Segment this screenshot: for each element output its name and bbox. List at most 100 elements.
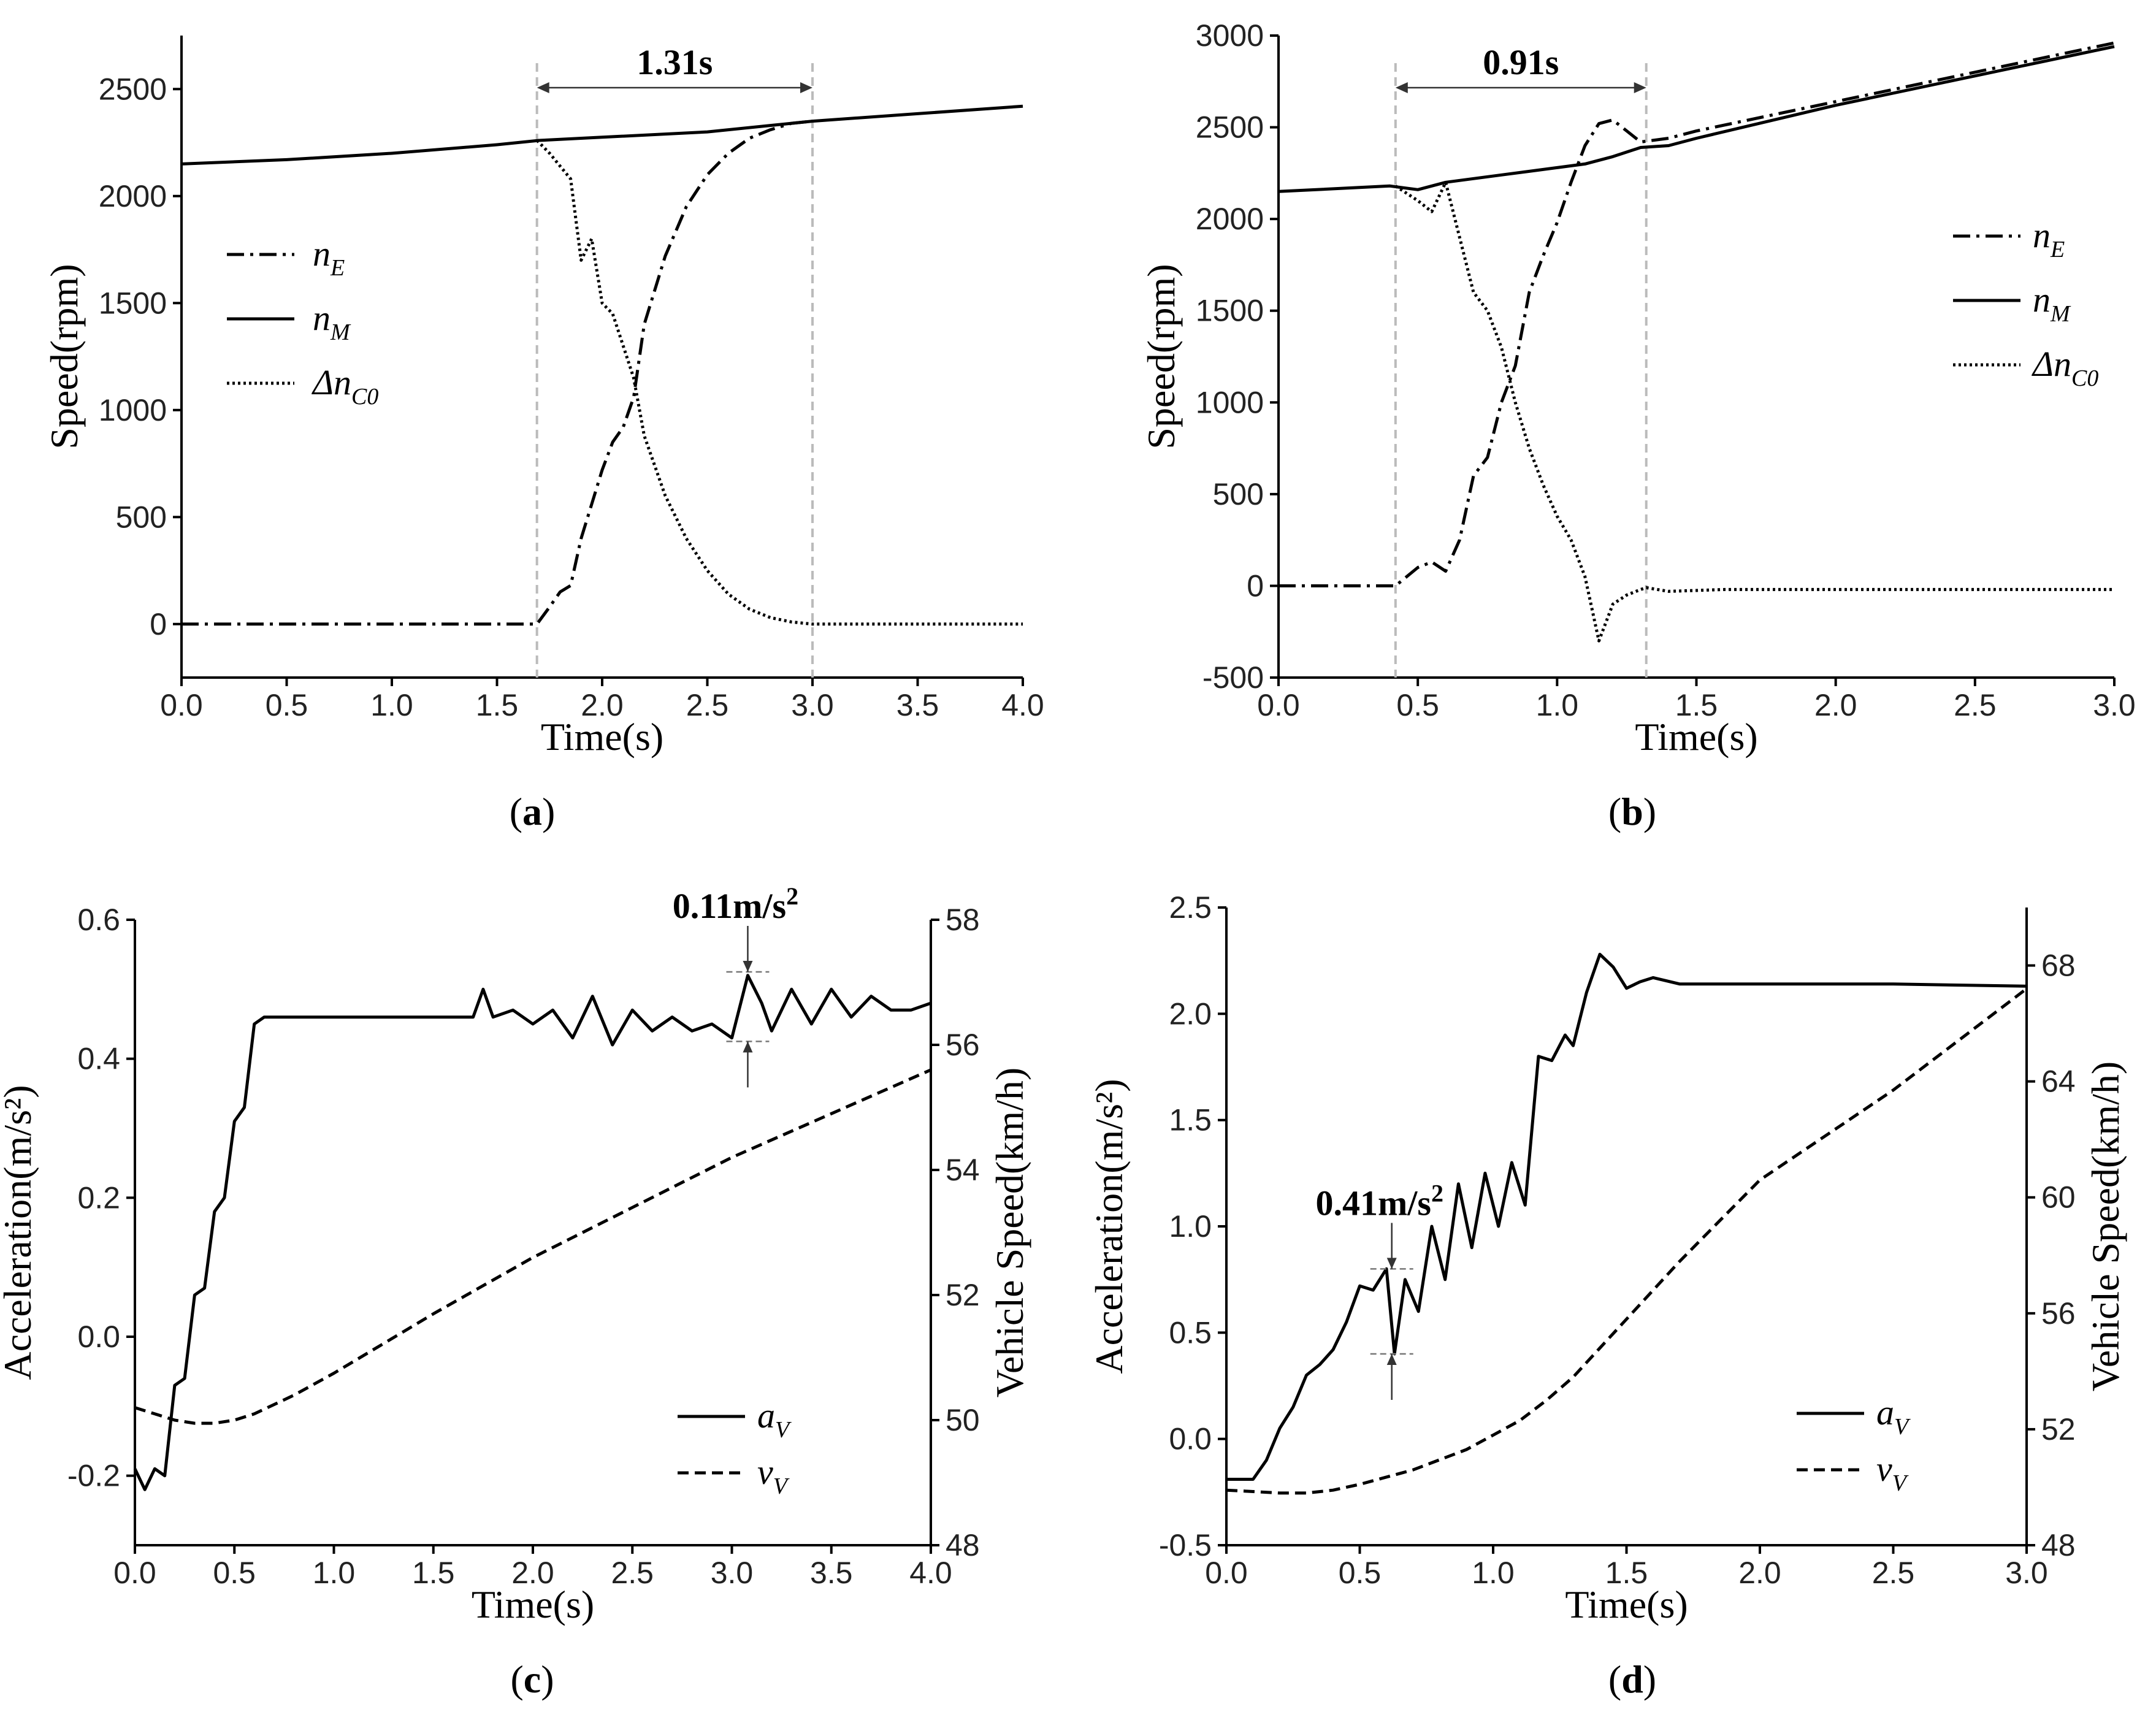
legend-main: n: [2033, 280, 2051, 319]
y2-tick-label: 50: [946, 1403, 980, 1437]
caption-open: (: [510, 790, 522, 833]
legend-main: Δn: [312, 362, 351, 402]
legend-main: v: [1876, 1449, 1892, 1489]
y-tick-label: 1500: [99, 286, 167, 320]
y-tick-label: 1000: [99, 393, 167, 427]
x-tick-label: 3.5: [896, 688, 939, 722]
legend-main: n: [313, 298, 331, 338]
x-tick-label: 2.5: [1954, 688, 1997, 722]
x-tick-label: 1.0: [313, 1556, 356, 1590]
x-tick-label: 1.0: [1472, 1556, 1515, 1590]
y2-axis-label: Vehicle Speed(km/h): [988, 1068, 1031, 1398]
interval-label: 0.91s: [1483, 42, 1559, 82]
x-tick-label: 0.0: [113, 1556, 156, 1590]
chart-d: 0.0 0.5 1.0 1.5 2.0 2.5 3.0-0.50.00.51.01.52.0…: [1087, 890, 2127, 1701]
y-tick-label: 2000: [99, 179, 167, 213]
panel-caption: (a): [510, 790, 556, 833]
y2-tick-label: 56: [946, 1028, 980, 1062]
y-tick-label: -0.5: [1159, 1528, 1212, 1562]
annotation-bottom-arrowhead: [743, 1041, 753, 1053]
x-tick-label: 3.0: [2093, 688, 2136, 722]
legend-label-1: nM: [313, 298, 351, 345]
legend-sub: V: [1894, 1414, 1911, 1440]
y-axis-label: Speed(rpm): [1139, 264, 1183, 449]
y-tick-label: 0: [1247, 568, 1264, 603]
interval-arrowhead-right: [800, 82, 812, 93]
y-tick-label: 0.0: [1169, 1422, 1212, 1456]
chart-a: 0.0 0.5 1.0 1.5 2.0 2.5 3.0 3.5 4.0 0 500 1000 1500 2…: [42, 36, 1044, 833]
x-tick-label: 0.0: [1205, 1556, 1248, 1590]
legend-sub: M: [330, 319, 351, 345]
series-v_V: [134, 1068, 932, 1425]
x-tick-label: 0.0: [1257, 688, 1300, 722]
legend-main: n: [313, 234, 331, 273]
y-tick-label: 1.0: [1169, 1209, 1212, 1244]
x-tick-label: 3.0: [2005, 1556, 2048, 1590]
legend-sub: E: [2050, 237, 2065, 262]
y-tick-label: 0.5: [1169, 1315, 1212, 1350]
legend-label-1: vV: [1876, 1449, 1909, 1496]
legend-main: Δn: [2032, 344, 2071, 384]
interval-arrowhead-right: [1634, 82, 1646, 93]
legend-main: a: [1876, 1393, 1894, 1432]
y2-tick-label: 58: [946, 903, 980, 937]
legend-main: n: [2033, 215, 2051, 255]
annotation-top-arrowhead: [1386, 1258, 1397, 1269]
x-tick-label: 1.0: [1536, 688, 1579, 722]
legend-label-1: vV: [757, 1452, 790, 1499]
x-tick-label: 0.5: [213, 1556, 256, 1590]
series-a_V: [1226, 952, 2027, 1481]
annotation-text: 0.41m/s: [1315, 1183, 1431, 1223]
y-tick-label: -500: [1202, 660, 1264, 695]
y-axis-label: Acceleration(m/s²): [1087, 1079, 1131, 1374]
y-tick-label: 2500: [99, 72, 167, 106]
x-tick-label: 1.0: [370, 688, 413, 722]
x-tick-label: 0.5: [1339, 1556, 1382, 1590]
y2-tick-label: 52: [946, 1278, 980, 1312]
y-tick-label: 500: [116, 500, 167, 534]
panel-caption: (c): [510, 1657, 554, 1701]
y-tick-label: 3000: [1196, 18, 1264, 53]
annotation-sup: 2: [1431, 1179, 1443, 1207]
caption-close: ): [1643, 1657, 1656, 1701]
legend-sub: V: [775, 1417, 792, 1443]
y-tick-label: 1000: [1196, 385, 1264, 419]
x-tick-label: 4.0: [909, 1556, 952, 1590]
series-a_V: [133, 974, 931, 1491]
annotation-bottom-arrowhead: [1386, 1354, 1397, 1365]
x-axis-label: Time(s): [541, 715, 663, 759]
legend-label-0: nE: [313, 234, 345, 281]
legend-sub: E: [330, 255, 345, 281]
y2-axis-label: Vehicle Speed(km/h): [2084, 1061, 2127, 1392]
x-tick-label: 3.0: [711, 1556, 754, 1590]
y2-tick-label: 54: [946, 1153, 980, 1187]
x-tick-label: 2.5: [611, 1556, 654, 1590]
x-tick-label: 0.5: [266, 688, 308, 722]
caption-open: (: [1608, 790, 1621, 833]
legend-label-0: nE: [2033, 215, 2065, 262]
interval-arrowhead-left: [537, 82, 549, 93]
series-n_E: [182, 120, 813, 626]
y-axis-label: Acceleration(m/s²): [0, 1085, 39, 1380]
x-tick-label: 3.5: [810, 1556, 853, 1590]
x-tick-label: 4.0: [1001, 688, 1044, 722]
legend-sub: C0: [351, 384, 378, 410]
caption-close: ): [542, 790, 555, 833]
interval-arrowhead-left: [1395, 82, 1408, 93]
annotation-top-arrowhead: [743, 961, 753, 972]
y-tick-label: 2.0: [1169, 996, 1212, 1031]
legend-main: v: [757, 1452, 773, 1492]
y-tick-label: 2000: [1196, 202, 1264, 236]
x-axis-label: Time(s): [1565, 1583, 1688, 1626]
y2-tick-label: 56: [2041, 1296, 2076, 1331]
y2-tick-label: 60: [2041, 1180, 2076, 1215]
caption-letter: c: [524, 1657, 541, 1701]
caption-close: ): [541, 1657, 554, 1701]
panel-caption: (d): [1608, 1657, 1656, 1701]
legend-main: a: [757, 1396, 775, 1435]
legend-sub: V: [1892, 1470, 1909, 1496]
caption-letter: d: [1621, 1657, 1643, 1701]
y2-tick-label: 68: [2041, 949, 2076, 983]
series-Δn_C0: [535, 139, 1023, 626]
